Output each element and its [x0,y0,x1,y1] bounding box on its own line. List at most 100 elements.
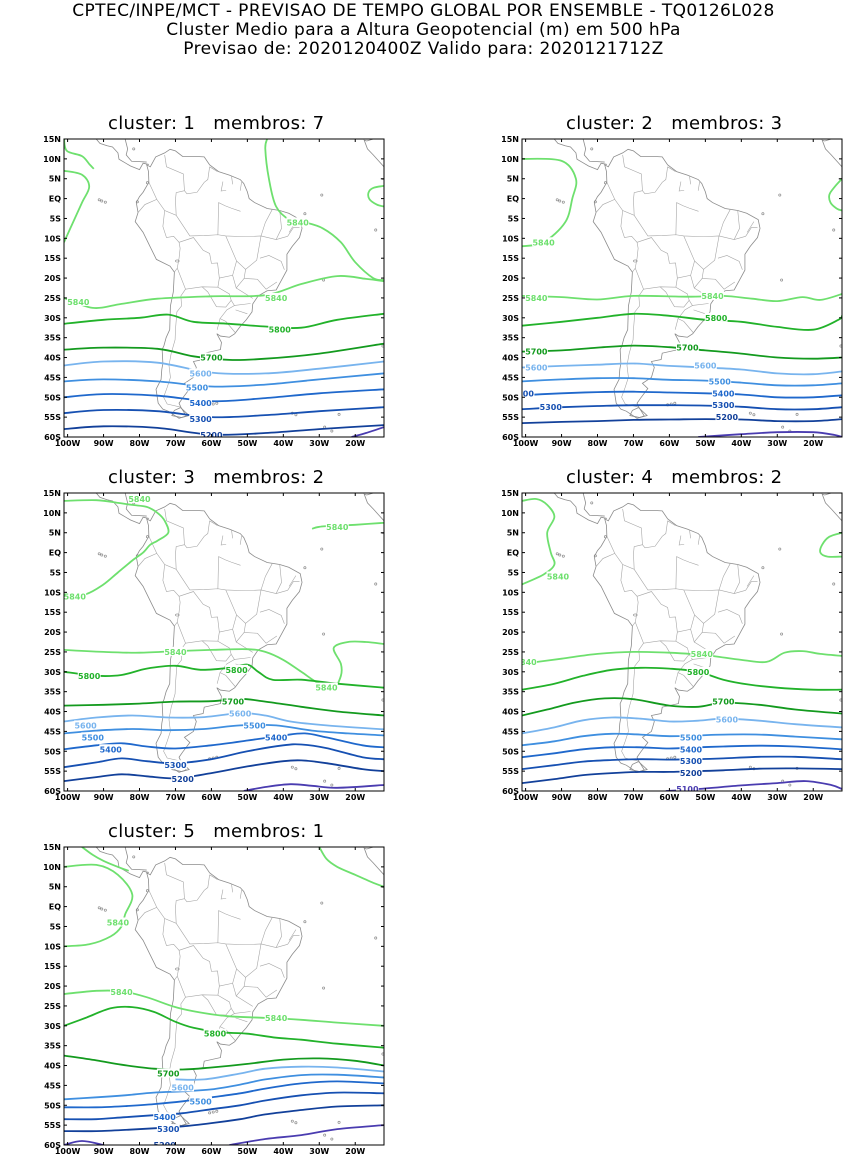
island [100,907,104,911]
country-border [701,623,736,644]
lat-tick-label: 20S [502,628,519,637]
island [752,413,756,417]
island [100,553,104,557]
contour-label-bg [522,388,535,398]
country-border [209,166,218,172]
lat-tick-label: 10S [44,588,61,597]
lon-tick-label: 40W [273,1147,293,1156]
lat-tick-label: 5S [508,214,520,223]
lon-tick-label: 60W [201,793,221,802]
contour-5300 [64,1091,384,1121]
country-border [148,890,185,924]
contour-5840 [264,139,384,281]
country-border [201,640,232,662]
contour-label-5800: 5800 [705,314,728,323]
country-border [148,536,185,570]
country-border [288,221,297,233]
coastline [380,886,384,889]
lon-tick-label: 20W [345,793,365,802]
island [100,199,104,203]
contour-5840 [522,293,842,303]
country-border [287,227,300,237]
island [337,766,341,770]
island [215,755,219,759]
lon-tick-label: 30W [309,793,329,802]
map-frame [521,492,843,792]
contour-label-5800: 5800 [204,1030,227,1039]
map-frame [63,138,385,438]
island [323,425,327,429]
country-border [733,564,740,594]
island [558,553,562,557]
country-border [746,575,755,587]
contour-label-5600: 5600 [74,721,97,730]
contour-label-5400: 5400 [712,389,735,398]
lat-tick-label: EQ [507,195,519,204]
contour-5840 [64,499,170,598]
contour-5840 [522,650,842,665]
island [215,1109,219,1113]
country-border [692,657,709,660]
country-border [675,556,699,589]
contour-label-5100: 5100 [676,785,699,794]
lake [175,259,180,263]
coastline [363,847,384,876]
contour-label-5500: 5500 [189,1097,212,1106]
map-area: 5840 5840 5840 5800 5700 5600 5500 5400 5300 5200 [64,847,384,1145]
contour-label-bg [66,296,90,306]
country-border [231,176,233,185]
island [669,402,673,406]
country-border [697,181,700,191]
country-border [236,287,253,299]
lon-tick-label: 50W [237,1147,257,1156]
lat-tick-label: 15S [44,608,61,617]
contour-label-bg [110,987,133,997]
lat-tick-label: 5S [508,568,520,577]
contour-label-5200: 5200 [172,775,195,784]
coastline [838,532,842,535]
island [145,181,149,185]
contour-label-bg [701,290,724,300]
island [374,936,378,940]
contour-label-5840: 5840 [110,988,133,997]
country-border [217,556,241,589]
country-border [675,202,699,235]
country-border [219,300,236,333]
country-border [659,286,690,308]
island [603,181,607,185]
island [145,889,149,893]
island [323,779,327,783]
island [145,535,149,539]
island [330,783,334,787]
contour-label-5500: 5500 [186,383,209,392]
panel-3-title: cluster: 3 membros: 2 [108,467,330,488]
lat-tick-label: 10S [502,234,519,243]
island [320,901,324,905]
contour-5700 [64,1054,384,1071]
country-border [678,535,685,546]
contour-label-5800: 5800 [269,326,292,335]
island [290,411,294,415]
country-border [620,210,639,273]
lat-tick-label: 15N [43,489,61,498]
country-border [717,609,743,624]
contour-5840 [367,185,384,208]
country-border [137,907,157,921]
island [337,1120,341,1124]
lat-tick-label: 55S [44,1121,61,1130]
country-border [219,654,236,687]
country-border [243,269,278,290]
lat-tick-label: 15N [43,135,61,144]
country-border [690,275,703,289]
contour-label-bg [200,430,223,437]
lon-tick-label: 50W [237,439,257,448]
contour-label-bg [264,292,288,302]
contour-5840 [522,497,556,586]
island [320,193,324,197]
contour-label-5840: 5840 [326,523,349,532]
contour-label-5700: 5700 [712,698,735,707]
island [666,403,670,407]
contour-label-bg [315,682,338,692]
membros-number: 1 [312,821,325,842]
